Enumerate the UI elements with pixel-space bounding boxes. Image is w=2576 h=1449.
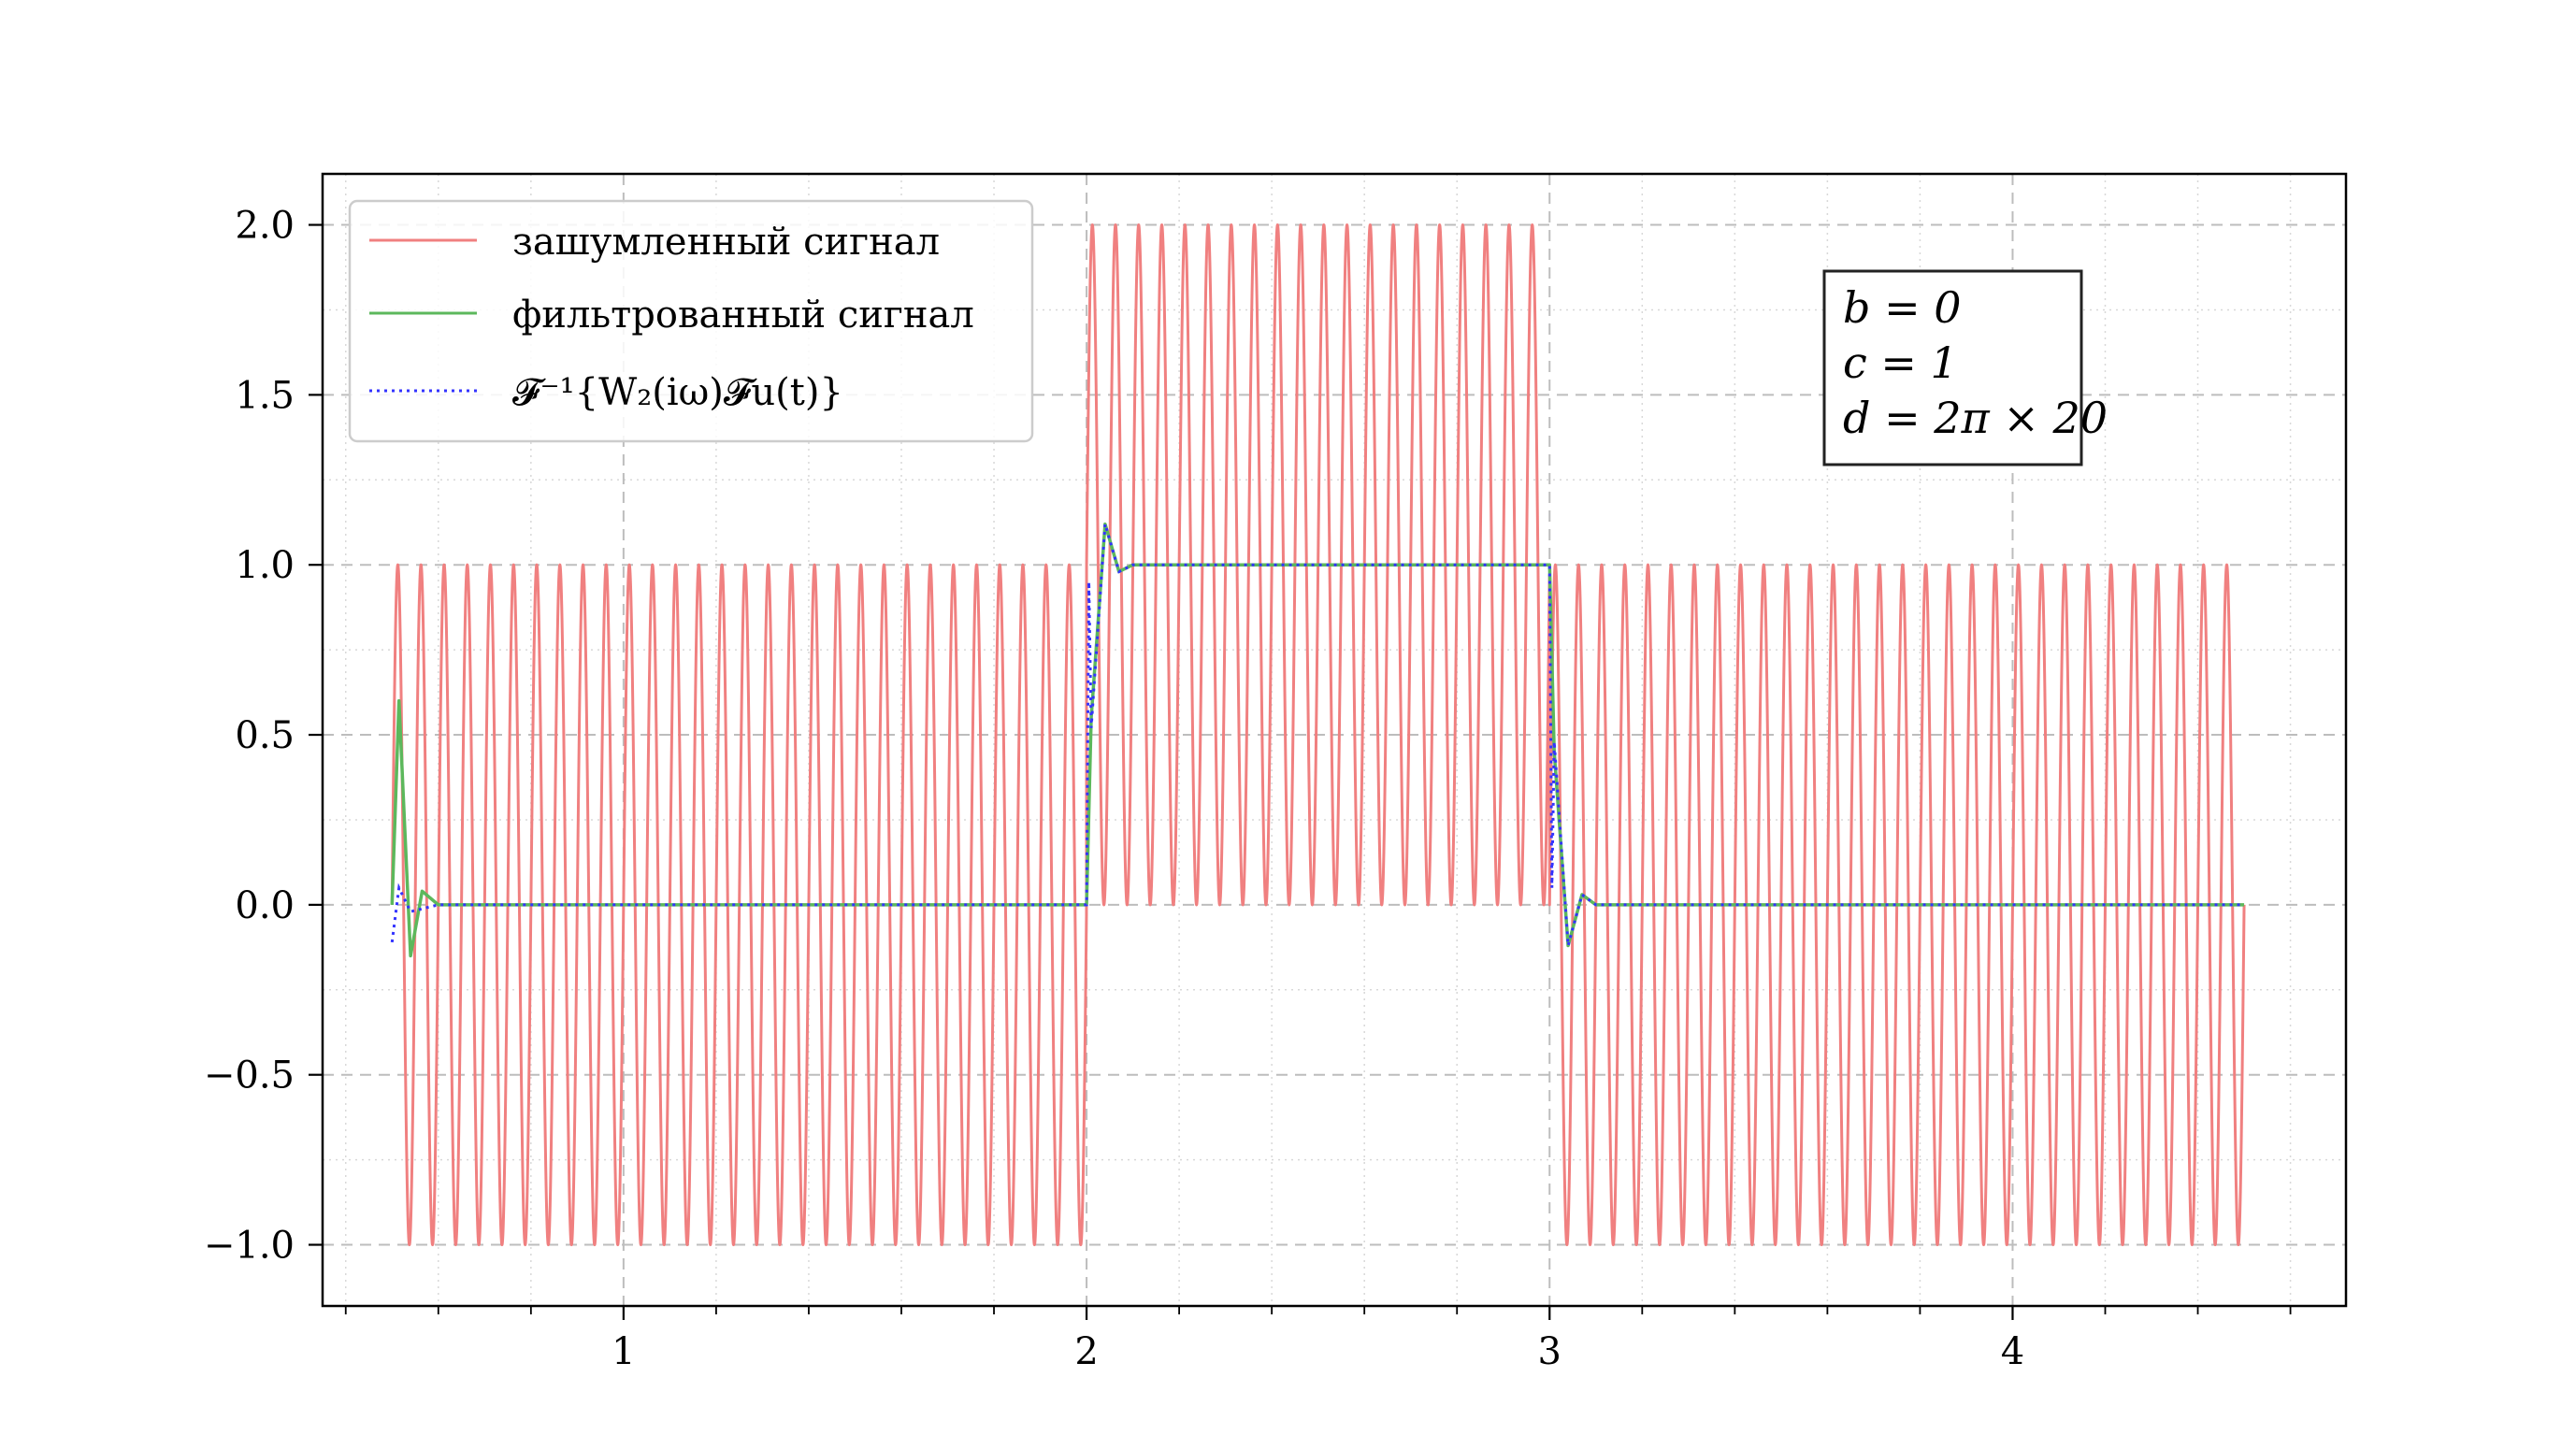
y-tick-label: 1.0 — [235, 544, 295, 587]
annotation-box — [1822, 269, 2083, 466]
legend-label-inverse-fourier: 𝓕⁻¹{W₂(iω)𝓕u(t)} — [512, 371, 843, 414]
series-filtered-signal — [390, 522, 2245, 958]
legend-box — [348, 199, 1034, 443]
x-tick-label: 2 — [1074, 1330, 1098, 1373]
annotation-b: b = 0 — [1843, 282, 1962, 333]
series-layer — [390, 223, 2246, 1247]
plot-frame — [321, 172, 2348, 1308]
parameter-annotation: b = 0 c = 1 d = 2π × 20 — [1822, 269, 2108, 466]
legend-label-filtered: фильтрованный сигнал — [512, 294, 974, 337]
y-tick-label: 2.0 — [235, 205, 295, 248]
y-tick-label: 0.5 — [235, 714, 295, 757]
grid-minor — [323, 174, 2346, 1306]
y-tick-label: −1.0 — [204, 1225, 295, 1268]
x-tick-label: 1 — [612, 1330, 635, 1373]
legend: зашумленный сигнал фильтрованный сигнал … — [348, 199, 1034, 443]
x-tick-label: 4 — [2001, 1330, 2024, 1373]
series-inverse-fourier — [390, 524, 2245, 946]
annotation-d: d = 2π × 20 — [1843, 393, 2108, 443]
annotation-c: c = 1 — [1843, 337, 1958, 388]
ticks — [309, 223, 2292, 1320]
tick-labels: 1 2 3 4 −1.0 −0.5 0.0 0.5 1.0 1.5 2.0 — [204, 205, 2024, 1373]
x-tick-label: 3 — [1538, 1330, 1561, 1373]
legend-label-noisy: зашумленный сигнал — [512, 221, 940, 264]
y-tick-label: 0.0 — [235, 884, 295, 927]
y-tick-label: 1.5 — [235, 374, 295, 417]
y-tick-label: −0.5 — [204, 1054, 295, 1098]
